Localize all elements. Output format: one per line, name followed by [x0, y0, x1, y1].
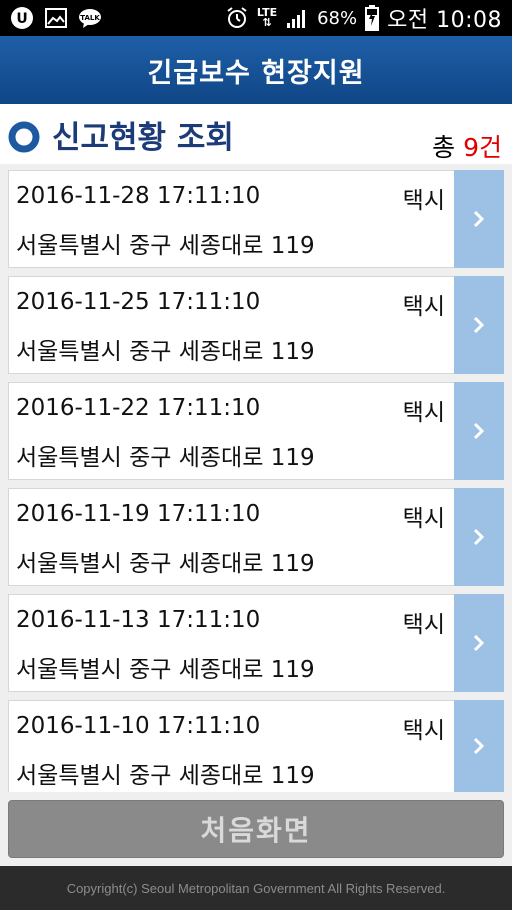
chevron-right-icon — [473, 737, 485, 755]
report-address: 서울특별시 중구 세종대로 119 — [16, 445, 315, 471]
signal-icon — [287, 10, 306, 28]
report-detail-button[interactable] — [454, 170, 504, 268]
chevron-right-icon — [473, 316, 485, 334]
report-item[interactable]: 2016-11-13 17:11:10 택시 서울특별시 중구 세종대로 119 — [8, 594, 504, 692]
report-type: 택시 — [402, 400, 445, 426]
home-button[interactable]: 처음화면 — [8, 800, 504, 858]
clock: 오전 10:08 — [387, 8, 502, 33]
report-detail-button[interactable] — [454, 276, 504, 374]
report-address: 서울특별시 중구 세종대로 119 — [16, 551, 315, 577]
report-type: 택시 — [402, 506, 445, 532]
report-item[interactable]: 2016-11-25 17:11:10 택시 서울특별시 중구 세종대로 119 — [8, 276, 504, 374]
report-type: 택시 — [402, 718, 445, 744]
chevron-right-icon — [473, 422, 485, 440]
report-datetime: 2016-11-28 17:11:10 — [16, 183, 261, 209]
report-datetime: 2016-11-13 17:11:10 — [16, 607, 261, 633]
report-datetime: 2016-11-19 17:11:10 — [16, 501, 261, 527]
status-bar: U TALK LTE ⇅ 68% 오전 10:08 — [0, 0, 512, 36]
network-type: LTE ⇅ — [256, 6, 278, 29]
alarm-icon — [227, 7, 247, 28]
report-datetime: 2016-11-10 17:11:10 — [16, 713, 261, 739]
report-item[interactable]: 2016-11-22 17:11:10 택시 서울특별시 중구 세종대로 119 — [8, 382, 504, 480]
report-detail-button[interactable] — [454, 594, 504, 692]
report-item[interactable]: 2016-11-10 17:11:10 택시 서울특별시 중구 세종대로 119 — [8, 700, 504, 792]
app-title: 긴급보수 현장지원 — [147, 57, 365, 89]
copyright-text: Copyright(c) Seoul Metropolitan Governme… — [66, 880, 446, 896]
battery-percent: 68% — [317, 7, 358, 29]
gallery-icon — [45, 8, 67, 28]
report-count: 총 9건 — [432, 133, 502, 162]
report-item[interactable]: 2016-11-28 17:11:10 택시 서울특별시 중구 세종대로 119 — [8, 170, 504, 268]
ring-bullet-icon — [8, 121, 40, 153]
report-detail-button[interactable] — [454, 700, 504, 792]
chevron-right-icon — [473, 528, 485, 546]
svg-text:TALK: TALK — [80, 14, 100, 22]
section-header — [0, 104, 512, 164]
app-header: 긴급보수 현장지원 — [0, 36, 512, 104]
chevron-right-icon — [473, 210, 485, 228]
section-title: 신고현황 조회 — [52, 120, 234, 156]
talk-icon: TALK — [79, 9, 101, 28]
report-detail-button[interactable] — [454, 382, 504, 480]
report-detail-button[interactable] — [454, 488, 504, 586]
report-list[interactable]: 2016-11-28 17:11:10 택시 서울특별시 중구 세종대로 119… — [8, 170, 504, 800]
report-address: 서울특별시 중구 세종대로 119 — [16, 233, 315, 259]
report-item[interactable]: 2016-11-19 17:11:10 택시 서울특별시 중구 세종대로 119 — [8, 488, 504, 586]
footer: Copyright(c) Seoul Metropolitan Governme… — [0, 866, 512, 910]
report-address: 서울특별시 중구 세종대로 119 — [16, 339, 315, 365]
report-address: 서울특별시 중구 세종대로 119 — [16, 657, 315, 683]
report-datetime: 2016-11-25 17:11:10 — [16, 289, 261, 315]
svg-text:U: U — [16, 11, 27, 27]
report-address: 서울특별시 중구 세종대로 119 — [16, 763, 315, 789]
report-type: 택시 — [402, 612, 445, 638]
report-type: 택시 — [402, 188, 445, 214]
battery-icon — [365, 5, 380, 31]
report-type: 택시 — [402, 294, 445, 320]
u-plus-icon: U — [11, 7, 33, 29]
report-datetime: 2016-11-22 17:11:10 — [16, 395, 261, 421]
chevron-right-icon — [473, 634, 485, 652]
report-count-value: 9건 — [463, 133, 502, 162]
